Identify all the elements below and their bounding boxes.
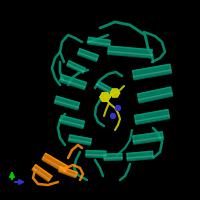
Polygon shape (59, 116, 85, 128)
Polygon shape (59, 166, 77, 178)
Polygon shape (42, 153, 68, 173)
Polygon shape (88, 37, 110, 47)
Polygon shape (96, 81, 114, 95)
Circle shape (116, 106, 120, 110)
Polygon shape (104, 154, 122, 160)
Polygon shape (32, 165, 52, 181)
Circle shape (110, 114, 116, 118)
Polygon shape (127, 151, 153, 161)
Polygon shape (133, 132, 163, 144)
Polygon shape (100, 93, 110, 101)
Polygon shape (60, 75, 86, 89)
Polygon shape (78, 49, 98, 61)
Polygon shape (133, 64, 171, 80)
Polygon shape (54, 96, 80, 110)
Polygon shape (134, 110, 170, 124)
Polygon shape (110, 89, 120, 97)
Polygon shape (86, 151, 106, 157)
Polygon shape (137, 87, 173, 103)
Polygon shape (69, 135, 91, 145)
Polygon shape (108, 46, 152, 58)
Polygon shape (67, 61, 85, 73)
